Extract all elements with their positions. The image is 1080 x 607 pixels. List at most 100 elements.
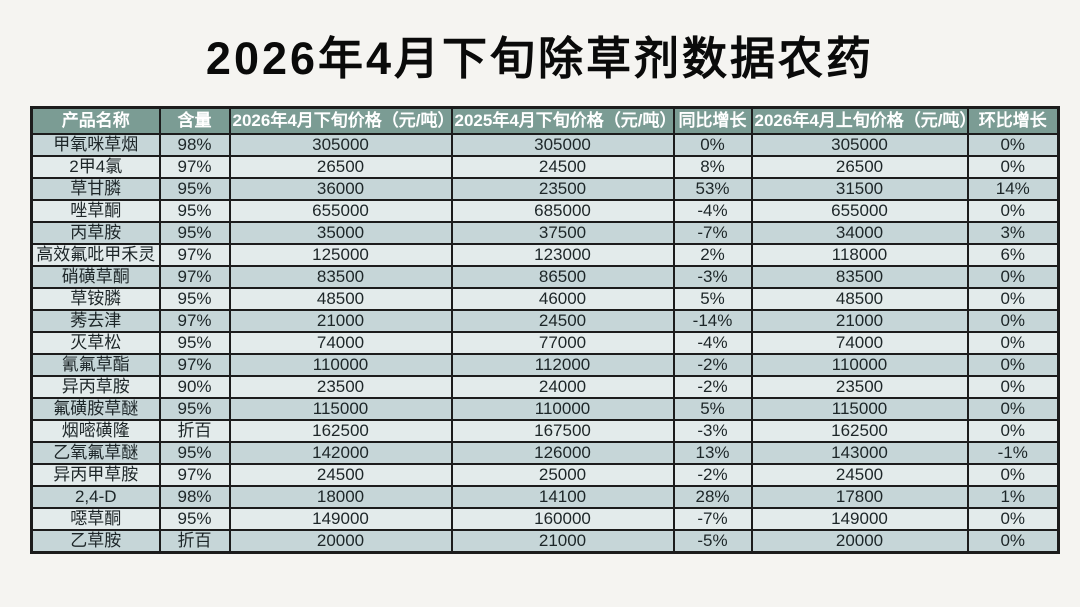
value-cell: 118000	[750, 243, 969, 267]
value-cell: -4%	[672, 331, 753, 355]
value-cell: 142000	[228, 441, 453, 465]
value-cell: 83500	[750, 265, 969, 289]
value-cell: 149000	[750, 507, 969, 531]
value-cell: 97%	[158, 265, 231, 289]
value-cell: 0%	[672, 133, 753, 157]
value-cell: 0%	[966, 287, 1060, 311]
value-cell: -4%	[672, 199, 753, 223]
value-cell: 97%	[158, 353, 231, 377]
table-container: 产品名称 含量 2026年4月下旬价格（元/吨） 2025年4月下旬价格（元/吨） 同比…	[30, 106, 1060, 554]
table-row: 唑草酮 95% 655000 685000 -4% 655000 0%	[30, 199, 1060, 223]
value-cell: 83500	[228, 265, 453, 289]
value-cell: 95%	[158, 177, 231, 201]
value-cell: 20000	[750, 529, 969, 554]
table-row: 乙氧氟草醚 95% 142000 126000 13% 143000 -1%	[30, 441, 1060, 465]
value-cell: 24000	[450, 375, 675, 399]
value-cell: 0%	[966, 155, 1060, 179]
value-cell: 123000	[450, 243, 675, 267]
value-cell: 0%	[966, 529, 1060, 554]
value-cell: 21000	[450, 529, 675, 554]
value-cell: 24500	[228, 463, 453, 487]
value-cell: 24500	[450, 155, 675, 179]
value-cell: 160000	[450, 507, 675, 531]
value-cell: 24500	[450, 309, 675, 333]
table-row: 氰氟草酯 97% 110000 112000 -2% 110000 0%	[30, 353, 1060, 377]
value-cell: 110000	[750, 353, 969, 377]
value-cell: 74000	[228, 331, 453, 355]
table-row: 灭草松 95% 74000 77000 -4% 74000 0%	[30, 331, 1060, 355]
value-cell: 21000	[750, 309, 969, 333]
value-cell: 110000	[450, 397, 675, 421]
product-name-cell: 氰氟草酯	[30, 353, 161, 377]
column-header: 2025年4月下旬价格（元/吨）	[450, 106, 675, 135]
value-cell: -3%	[672, 265, 753, 289]
value-cell: 77000	[450, 331, 675, 355]
value-cell: 25000	[450, 463, 675, 487]
value-cell: 305000	[750, 133, 969, 157]
value-cell: 0%	[966, 463, 1060, 487]
value-cell: 0%	[966, 309, 1060, 333]
value-cell: 35000	[228, 221, 453, 245]
table-row: 草甘膦 95% 36000 23500 53% 31500 14%	[30, 177, 1060, 201]
value-cell: -3%	[672, 419, 753, 443]
value-cell: 26500	[750, 155, 969, 179]
value-cell: 折百	[158, 529, 231, 554]
value-cell: 655000	[228, 199, 453, 223]
value-cell: 685000	[450, 199, 675, 223]
value-cell: 655000	[750, 199, 969, 223]
product-name-cell: 硝磺草酮	[30, 265, 161, 289]
table-row: 草铵膦 95% 48500 46000 5% 48500 0%	[30, 287, 1060, 311]
value-cell: 37500	[450, 221, 675, 245]
value-cell: 34000	[750, 221, 969, 245]
value-cell: 98%	[158, 133, 231, 157]
value-cell: 95%	[158, 331, 231, 355]
value-cell: 0%	[966, 397, 1060, 421]
value-cell: 28%	[672, 485, 753, 509]
product-name-cell: 灭草松	[30, 331, 161, 355]
value-cell: 97%	[158, 309, 231, 333]
value-cell: 21000	[228, 309, 453, 333]
column-header: 2026年4月下旬价格（元/吨）	[228, 106, 453, 135]
table-row: 甲氧咪草烟 98% 305000 305000 0% 305000 0%	[30, 133, 1060, 157]
value-cell: 143000	[750, 441, 969, 465]
value-cell: -1%	[966, 441, 1060, 465]
table-row: 噁草酮 95% 149000 160000 -7% 149000 0%	[30, 507, 1060, 531]
value-cell: 24500	[750, 463, 969, 487]
value-cell: 110000	[228, 353, 453, 377]
value-cell: 36000	[228, 177, 453, 201]
table-body: 甲氧咪草烟 98% 305000 305000 0% 305000 0% 2甲4氯 97% 265…	[30, 133, 1060, 554]
value-cell: 95%	[158, 287, 231, 311]
product-name-cell: 丙草胺	[30, 221, 161, 245]
value-cell: 125000	[228, 243, 453, 267]
product-name-cell: 草甘膦	[30, 177, 161, 201]
value-cell: 23500	[228, 375, 453, 399]
value-cell: 48500	[228, 287, 453, 311]
table-row: 高效氟吡甲禾灵 97% 125000 123000 2% 118000 6%	[30, 243, 1060, 267]
value-cell: 23500	[450, 177, 675, 201]
value-cell: 0%	[966, 375, 1060, 399]
value-cell: 0%	[966, 507, 1060, 531]
page-title: 2026年4月下旬除草剂数据农药	[205, 33, 875, 84]
value-cell: 98%	[158, 485, 231, 509]
column-header: 环比增长	[966, 106, 1060, 135]
value-cell: 5%	[672, 397, 753, 421]
value-cell: 95%	[158, 507, 231, 531]
value-cell: 86500	[450, 265, 675, 289]
product-name-cell: 草铵膦	[30, 287, 161, 311]
table-row: 莠去津 97% 21000 24500 -14% 21000 0%	[30, 309, 1060, 333]
column-header: 产品名称	[30, 106, 161, 135]
value-cell: 3%	[966, 221, 1060, 245]
table-row: 异丙甲草胺 97% 24500 25000 -2% 24500 0%	[30, 463, 1060, 487]
product-name-cell: 烟嘧磺隆	[30, 419, 161, 443]
value-cell: 0%	[966, 133, 1060, 157]
product-name-cell: 异丙草胺	[30, 375, 161, 399]
table-row: 氟磺胺草醚 95% 115000 110000 5% 115000 0%	[30, 397, 1060, 421]
value-cell: 13%	[672, 441, 753, 465]
table-row: 异丙草胺 90% 23500 24000 -2% 23500 0%	[30, 375, 1060, 399]
value-cell: 0%	[966, 353, 1060, 377]
value-cell: 167500	[450, 419, 675, 443]
product-name-cell: 2甲4氯	[30, 155, 161, 179]
table-header: 产品名称 含量 2026年4月下旬价格（元/吨） 2025年4月下旬价格（元/吨） 同比…	[30, 106, 1060, 135]
value-cell: 0%	[966, 331, 1060, 355]
